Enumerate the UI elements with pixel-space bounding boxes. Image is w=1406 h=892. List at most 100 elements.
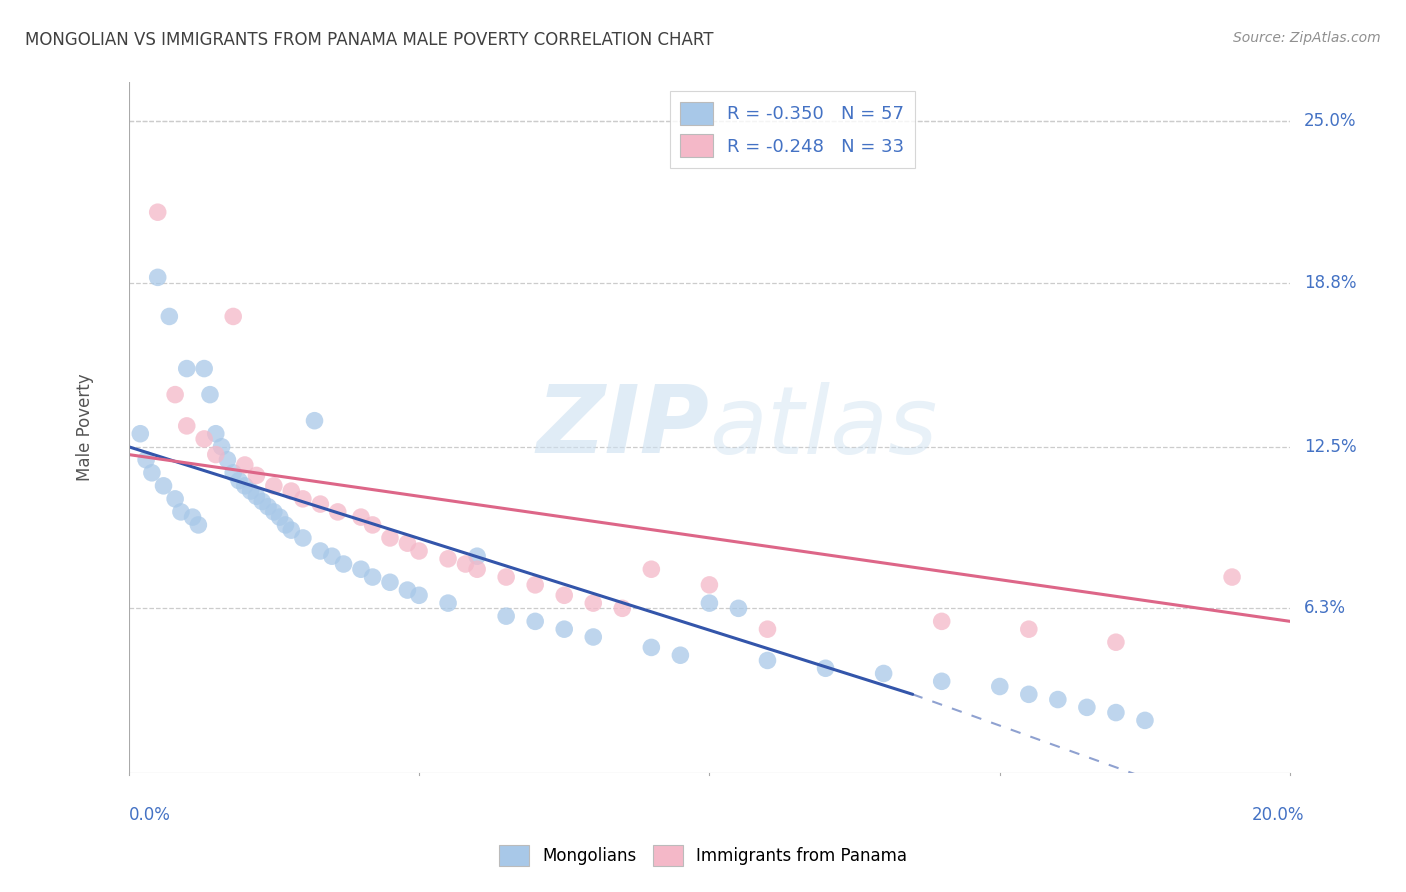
Text: 20.0%: 20.0%	[1251, 805, 1305, 823]
Point	[181, 510, 204, 524]
Point	[814, 661, 837, 675]
Point	[553, 588, 575, 602]
Text: 6.3%: 6.3%	[1305, 599, 1346, 617]
Text: 0.0%: 0.0%	[129, 805, 170, 823]
Point	[582, 596, 605, 610]
Point	[1076, 700, 1098, 714]
Point	[756, 653, 779, 667]
Point	[669, 648, 692, 663]
Legend: Mongolians, Immigrants from Panama: Mongolians, Immigrants from Panama	[492, 838, 914, 873]
Point	[872, 666, 894, 681]
Point	[437, 551, 460, 566]
Point	[146, 270, 169, 285]
Point	[211, 440, 233, 454]
Point	[274, 517, 297, 532]
Point	[252, 494, 274, 508]
Point	[350, 510, 373, 524]
Point	[396, 583, 419, 598]
Point	[157, 310, 180, 324]
Point	[245, 489, 267, 503]
Point	[269, 510, 291, 524]
Point	[640, 640, 662, 655]
Point	[321, 549, 343, 564]
Point	[204, 426, 226, 441]
Point	[165, 491, 187, 506]
Text: Source: ZipAtlas.com: Source: ZipAtlas.com	[1233, 31, 1381, 45]
Text: Male Poverty: Male Poverty	[76, 374, 94, 481]
Legend: R = -0.350   N = 57, R = -0.248   N = 33: R = -0.350 N = 57, R = -0.248 N = 33	[669, 91, 915, 168]
Point	[165, 387, 187, 401]
Point	[233, 458, 256, 472]
Point	[378, 531, 401, 545]
Point	[176, 361, 198, 376]
Point	[280, 484, 302, 499]
Point	[396, 536, 419, 550]
Point	[245, 468, 267, 483]
Point	[129, 426, 152, 441]
Point	[524, 578, 547, 592]
Point	[1133, 714, 1156, 728]
Point	[141, 466, 163, 480]
Point	[228, 474, 250, 488]
Text: 12.5%: 12.5%	[1305, 438, 1357, 456]
Point	[361, 570, 384, 584]
Point	[217, 452, 239, 467]
Point	[524, 615, 547, 629]
Point	[170, 505, 193, 519]
Point	[304, 414, 326, 428]
Point	[193, 361, 215, 376]
Point	[699, 578, 721, 592]
Point	[263, 505, 285, 519]
Point	[176, 418, 198, 433]
Point	[408, 588, 430, 602]
Point	[361, 517, 384, 532]
Point	[495, 570, 517, 584]
Point	[553, 622, 575, 636]
Point	[326, 505, 349, 519]
Point	[1105, 635, 1128, 649]
Point	[146, 205, 169, 219]
Point	[727, 601, 749, 615]
Point	[152, 479, 174, 493]
Point	[263, 479, 285, 493]
Point	[931, 674, 953, 689]
Point	[454, 557, 477, 571]
Point	[931, 615, 953, 629]
Text: 25.0%: 25.0%	[1305, 112, 1357, 130]
Point	[350, 562, 373, 576]
Text: ZIP: ZIP	[537, 381, 710, 473]
Point	[378, 575, 401, 590]
Point	[187, 517, 209, 532]
Text: MONGOLIAN VS IMMIGRANTS FROM PANAMA MALE POVERTY CORRELATION CHART: MONGOLIAN VS IMMIGRANTS FROM PANAMA MALE…	[25, 31, 714, 49]
Point	[1220, 570, 1243, 584]
Point	[291, 491, 314, 506]
Point	[135, 452, 157, 467]
Point	[222, 310, 245, 324]
Text: 18.8%: 18.8%	[1305, 274, 1357, 292]
Point	[222, 466, 245, 480]
Point	[756, 622, 779, 636]
Point	[193, 432, 215, 446]
Point	[1018, 687, 1040, 701]
Point	[1018, 622, 1040, 636]
Point	[988, 680, 1011, 694]
Point	[495, 609, 517, 624]
Point	[465, 562, 488, 576]
Point	[280, 523, 302, 537]
Point	[1046, 692, 1069, 706]
Point	[612, 601, 634, 615]
Point	[699, 596, 721, 610]
Point	[1105, 706, 1128, 720]
Point	[233, 479, 256, 493]
Point	[437, 596, 460, 610]
Point	[257, 500, 280, 514]
Text: atlas: atlas	[710, 382, 938, 473]
Point	[640, 562, 662, 576]
Point	[204, 448, 226, 462]
Point	[198, 387, 221, 401]
Point	[582, 630, 605, 644]
Point	[408, 544, 430, 558]
Point	[309, 544, 332, 558]
Point	[465, 549, 488, 564]
Point	[291, 531, 314, 545]
